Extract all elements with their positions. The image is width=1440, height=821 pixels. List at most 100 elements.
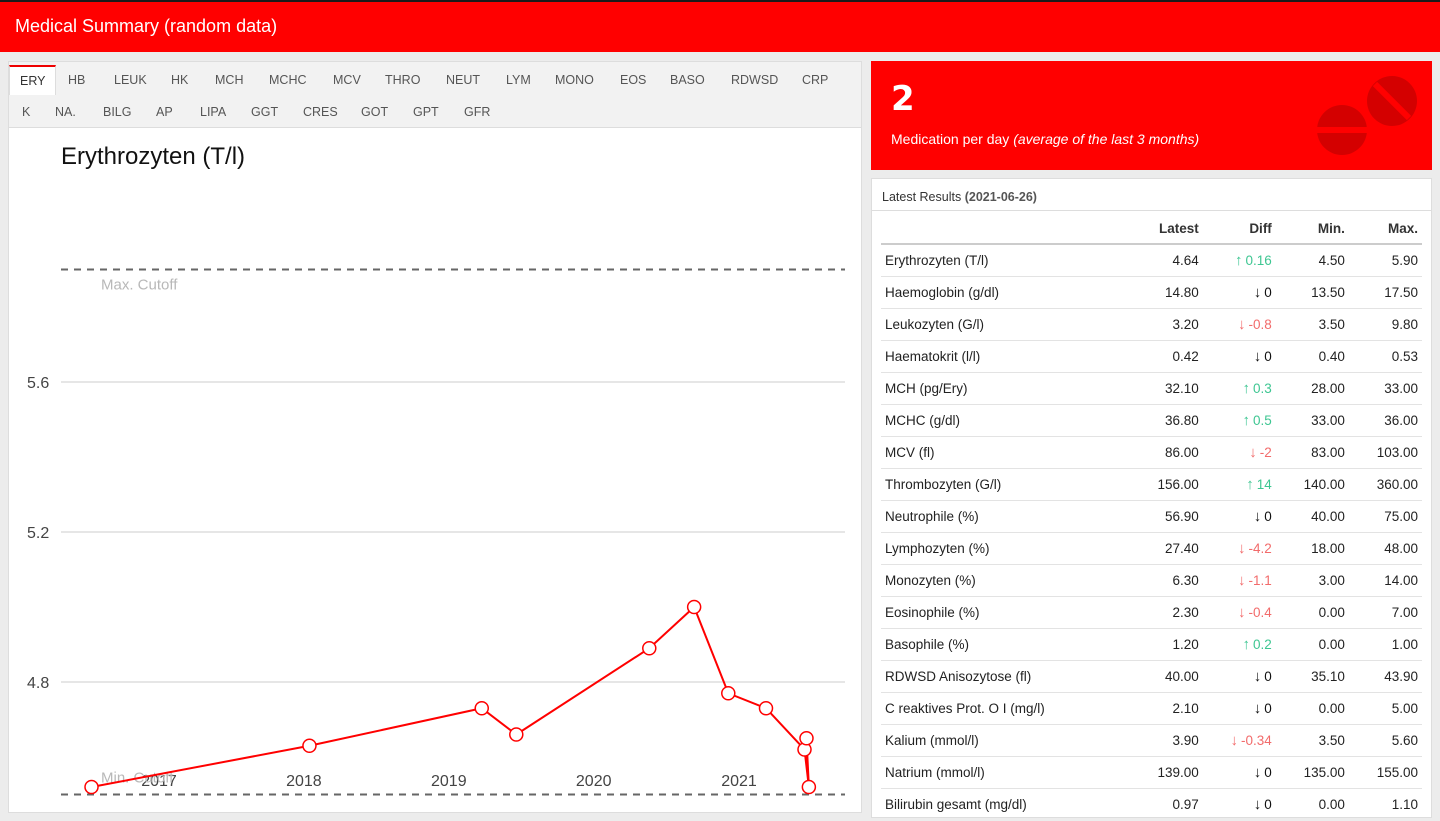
results-header-label: Latest Results [882,190,962,204]
result-diff-value: 0 [1264,669,1272,684]
result-min: 0.00 [1275,628,1349,661]
series-line [91,605,810,788]
tab-got[interactable]: GOT [361,105,389,119]
table-row: RDWSD Anisozytose (fl) 40.00 ↓ 0 35.10 43.90 [881,660,1422,693]
result-diff-value: 0 [1264,509,1272,524]
tab-ery[interactable]: ERY [9,65,57,95]
result-diff-value: -2 [1259,445,1272,460]
result-latest: 86.00 [1129,436,1203,469]
result-diff: ↑ 0.2 [1202,628,1276,661]
result-diff-value: 0 [1264,765,1272,780]
result-name: Bilirubin gesamt (mg/dl) [881,788,1130,817]
tab-eos[interactable]: EOS [620,73,647,87]
tab-bilg[interactable]: BILG [103,105,132,119]
tab-mchc[interactable]: MCHC [269,73,307,87]
result-max: 1.00 [1348,628,1422,661]
result-min: 83.00 [1275,436,1349,469]
result-max: 155.00 [1348,756,1422,789]
result-max: 17.50 [1348,276,1422,309]
table-row: MCHC (g/dl) 36.80 ↑ 0.5 33.00 36.00 [881,404,1422,437]
y-tick-label: 5.2 [27,525,49,542]
result-min: 28.00 [1275,372,1349,405]
result-max: 360.00 [1348,468,1422,501]
tab-hb[interactable]: HB [68,73,86,87]
table-row: C reaktives Prot. O I (mg/l) 2.10 ↓ 0 0.00 5.… [881,692,1422,725]
result-name: Erythrozyten (T/l) [881,244,1130,277]
table-row: Kalium (mmol/l) 3.90 ↓ -0.34 3.50 5.60 [881,724,1422,757]
result-min: 3.00 [1275,564,1349,597]
result-diff: ↑ 0.3 [1202,372,1276,405]
y-tick-label: 4.8 [27,675,49,692]
tab-na[interactable]: NA. [55,105,76,119]
arrow-down-icon: ↓ [1253,764,1262,781]
result-min: 140.00 [1275,468,1349,501]
result-latest: 4.64 [1129,244,1203,277]
tab-cres[interactable]: CRES [303,105,338,119]
tab-ap[interactable]: AP [156,105,173,119]
result-name: MCV (fl) [881,436,1130,469]
top-bar: Medical Summary (random data) [0,0,1440,52]
tab-mch[interactable]: MCH [215,73,244,87]
tab-lipa[interactable]: LIPA [200,105,227,119]
result-latest: 139.00 [1129,756,1203,789]
result-name: Neutrophile (%) [881,500,1130,533]
result-latest: 6.30 [1129,564,1203,597]
result-diff-value: -4.2 [1248,541,1272,556]
table-row: Haematokrit (l/l) 0.42 ↓ 0 0.40 0.53 [881,340,1422,373]
tab-crp[interactable]: CRP [802,73,829,87]
result-min: 0.00 [1275,596,1349,629]
result-name: RDWSD Anisozytose (fl) [881,660,1130,693]
result-diff-value: -0.4 [1248,605,1272,620]
x-tick-label: 2017 [141,773,177,790]
result-min: 3.50 [1275,308,1349,341]
arrow-up-icon: ↑ [1246,476,1254,493]
table-row: Leukozyten (G/l) 3.20 ↓ -0.8 3.50 9.80 [881,308,1422,341]
result-name: Leukozyten (G/l) [881,308,1130,341]
result-name: Basophile (%) [881,628,1130,661]
data-point [721,686,736,701]
table-row: Monozyten (%) 6.30 ↓ -1.1 3.00 14.00 [881,564,1422,597]
tab-gfr[interactable]: GFR [464,105,491,119]
app-title: Medical Summary (random data) [15,16,278,36]
col-latest-header: Latest [1129,213,1203,245]
result-diff-value: 0.3 [1253,381,1272,396]
tab-k[interactable]: K [22,105,31,119]
result-min: 35.10 [1275,660,1349,693]
result-latest: 56.90 [1129,500,1203,533]
tab-baso[interactable]: BASO [670,73,705,87]
data-point [84,779,99,795]
tab-lym[interactable]: LYM [506,73,531,87]
tab-mono[interactable]: MONO [555,73,594,87]
result-max: 33.00 [1348,372,1422,405]
result-latest: 36.80 [1129,404,1203,437]
result-max: 0.53 [1348,340,1422,373]
table-row: MCV (fl) 86.00 ↓ -2 83.00 103.00 [881,436,1422,469]
result-diff: ↑ 14 [1202,468,1276,501]
result-diff: ↓ 0 [1202,340,1276,373]
table-row: Haemoglobin (g/dl) 14.80 ↓ 0 13.50 17.50 [881,276,1422,309]
result-diff: ↓ -0.34 [1202,724,1276,757]
arrow-down-icon: ↓ [1253,508,1262,525]
arrow-down-icon: ↓ [1253,668,1262,685]
result-latest: 32.10 [1129,372,1203,405]
tab-mcv[interactable]: MCV [333,73,361,87]
arrow-down-icon: ↓ [1238,572,1246,589]
result-diff: ↓ 0 [1202,788,1276,817]
tab-hk[interactable]: HK [171,73,189,87]
tab-thro[interactable]: THRO [385,73,421,87]
tab-rdwsd[interactable]: RDWSD [731,73,779,87]
result-latest: 1.20 [1129,628,1203,661]
result-diff: ↓ -1.1 [1202,564,1276,597]
result-min: 40.00 [1275,500,1349,533]
medication-box: 2 Medication per day (average of the las… [871,61,1432,170]
tab-ggt[interactable]: GGT [251,105,279,119]
result-max: 103.00 [1348,436,1422,469]
result-diff-value: 0.5 [1253,413,1272,428]
tab-gpt[interactable]: GPT [413,105,439,119]
result-name: Haematokrit (l/l) [881,340,1130,373]
result-name: MCHC (g/dl) [881,404,1130,437]
result-min: 0.40 [1275,340,1349,373]
y-tick-label: 5.6 [27,375,49,392]
tab-neut[interactable]: NEUT [446,73,481,87]
tab-leuk[interactable]: LEUK [114,73,147,87]
